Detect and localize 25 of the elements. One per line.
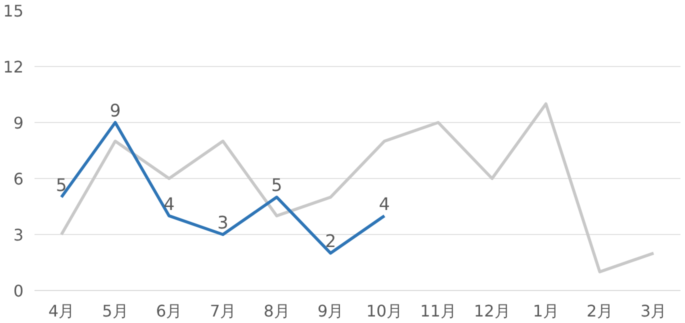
y-tick-label: 12 [3, 58, 24, 76]
x-tick-label: 8月 [264, 302, 290, 320]
data-label: 2 [325, 232, 336, 252]
x-tick-label: 10月 [366, 302, 403, 320]
x-tick-label: 9月 [317, 302, 344, 320]
x-tick-label: 2月 [586, 302, 613, 320]
x-tick-label: 12月 [474, 302, 510, 320]
data-label: 5 [271, 176, 282, 196]
x-tick-label: 4月 [48, 302, 75, 320]
x-tick-label: 6月 [156, 302, 182, 320]
x-tick-label: 1月 [532, 302, 560, 320]
y-tick-label: 3 [13, 226, 24, 244]
x-tick-label: 11月 [420, 302, 456, 320]
x-tick-label: 3月 [640, 302, 667, 320]
data-label: 4 [164, 194, 175, 215]
y-tick-label: 0 [13, 282, 24, 300]
y-tick-label: 15 [3, 2, 24, 20]
y-tick-label: 9 [13, 114, 24, 132]
data-label: 5 [56, 176, 67, 196]
data-label: 9 [110, 102, 121, 122]
x-tick-label: 5月 [102, 302, 128, 320]
data-label: 3 [217, 214, 228, 234]
data-label: 4 [378, 194, 390, 215]
x-tick-label: 7月 [210, 302, 236, 320]
y-tick-label: 6 [13, 170, 24, 188]
